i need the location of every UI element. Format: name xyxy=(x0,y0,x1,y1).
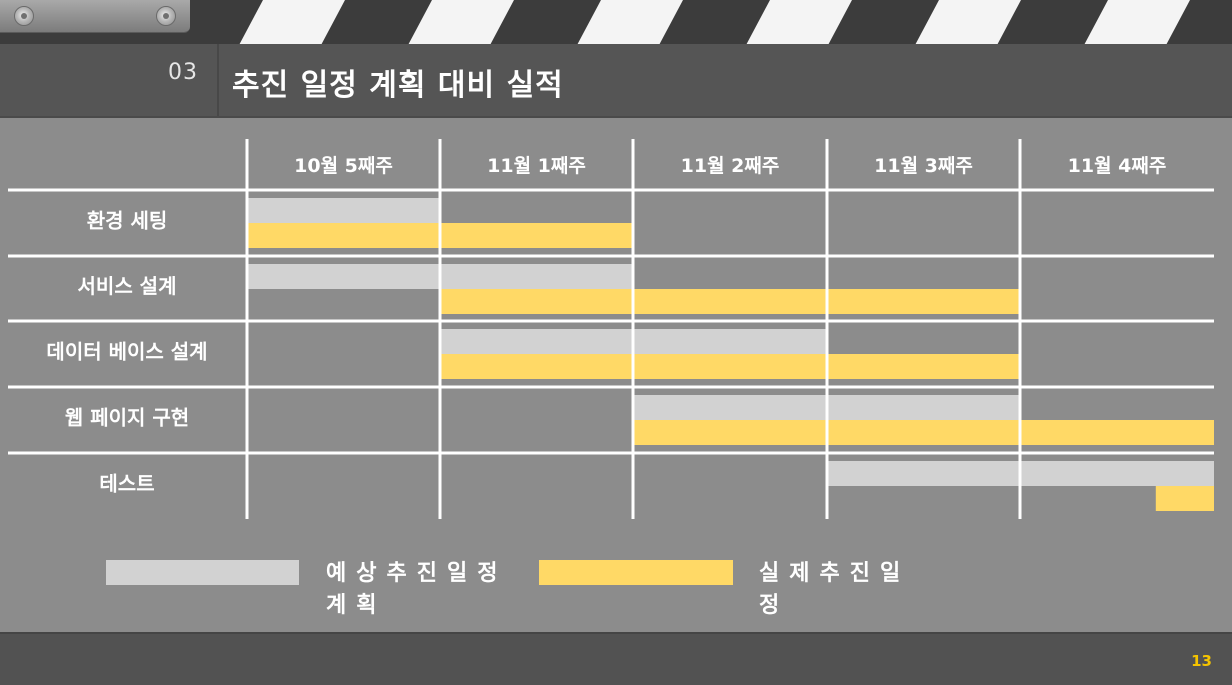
screw-icon xyxy=(14,6,34,26)
footer-bar xyxy=(0,632,1232,685)
section-number: 03 xyxy=(168,60,198,85)
column-header: 11월 2째주 xyxy=(681,155,780,177)
page-title: 추진 일정 계획 대비 실적 xyxy=(232,68,564,103)
column-header: 11월 4째주 xyxy=(1068,155,1167,177)
task-label: 서비스 설계 xyxy=(78,274,177,298)
header-divider xyxy=(217,44,219,116)
actual-bar xyxy=(440,289,1020,314)
column-header: 11월 3째주 xyxy=(874,155,973,177)
page-number: 13 xyxy=(1191,652,1212,670)
legend-label-actual: 실제추진일정 xyxy=(759,561,911,618)
actual-bar xyxy=(440,354,1020,379)
clapper-hinge xyxy=(0,0,190,33)
legend-swatch-actual xyxy=(539,560,733,585)
actual-bar xyxy=(1155,486,1214,511)
legend-label-planned: 예상추진일정계획 xyxy=(326,561,508,618)
actual-bar xyxy=(633,420,1214,445)
clapperboard-stripes xyxy=(0,0,1232,44)
planned-bar xyxy=(247,198,440,223)
task-label: 웹 페이지 구현 xyxy=(65,406,189,430)
column-header: 10월 5째주 xyxy=(294,155,393,177)
task-label: 환경 세팅 xyxy=(87,209,168,233)
column-header: 11월 1째주 xyxy=(487,155,586,177)
task-label: 데이터 베이스 설계 xyxy=(46,340,207,364)
task-label: 테스트 xyxy=(99,472,154,496)
screw-icon xyxy=(156,6,176,26)
title-band xyxy=(0,44,1232,118)
legend-swatch-planned xyxy=(106,560,299,585)
